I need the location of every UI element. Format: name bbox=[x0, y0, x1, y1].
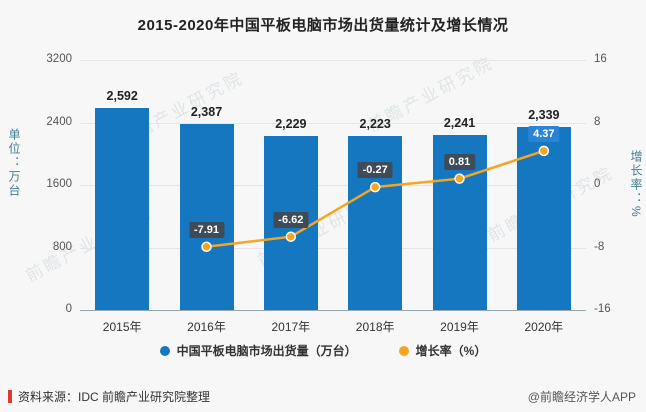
growth-value-label: 4.37 bbox=[528, 125, 560, 142]
legend-item-growth: 增长率（%） bbox=[398, 342, 487, 359]
bar-value-label: 2,339 bbox=[528, 108, 560, 123]
chart-title: 2015-2020年中国平板电脑市场出货量统计及增长情况 bbox=[137, 17, 509, 34]
left-axis-unit-label: 单位：万台 bbox=[7, 128, 21, 198]
y-axis-tick-left: 1600 bbox=[46, 178, 72, 190]
gridline bbox=[80, 185, 586, 186]
y-axis-tick-right: -8 bbox=[594, 240, 605, 253]
legend-label-growth: 增长率（%） bbox=[415, 344, 487, 358]
legend-marker-growth bbox=[398, 345, 409, 356]
bar-value-label: 2,387 bbox=[190, 104, 223, 119]
legend-item-shipments: 中国平板电脑市场出货量（万台） bbox=[159, 342, 357, 359]
x-axis-tick-label: 2015年 bbox=[102, 320, 142, 334]
x-axis-tick-label: 2016年 bbox=[187, 320, 226, 334]
bar bbox=[516, 127, 571, 310]
bar bbox=[95, 107, 150, 310]
bar-value-label: 2,241 bbox=[443, 115, 476, 130]
source-accent-bar bbox=[8, 389, 12, 403]
legend-label-shipments: 中国平板电脑市场出货量（万台） bbox=[176, 344, 357, 358]
x-axis-tick-label: 2020年 bbox=[524, 320, 564, 334]
y-axis-tick-left: 3200 bbox=[46, 53, 72, 65]
gridline bbox=[80, 60, 586, 61]
bar-value-label: 2,223 bbox=[359, 117, 391, 132]
y-axis-tick-left: 0 bbox=[65, 303, 72, 315]
footer-source: 资料来源：IDC 前瞻产业研究院整理 bbox=[0, 388, 210, 405]
growth-value-label: -0.27 bbox=[357, 162, 393, 179]
legend-marker-shipments bbox=[159, 345, 170, 356]
right-axis-unit-label: 增长率：% bbox=[629, 150, 643, 219]
gridline bbox=[80, 247, 586, 249]
x-axis-tick-label: 2018年 bbox=[355, 320, 395, 334]
y-axis-tick-left: 800 bbox=[52, 240, 72, 253]
growth-value-label: -7.91 bbox=[188, 221, 225, 238]
gridline bbox=[80, 310, 586, 311]
footer-credit: @前瞻经济学人APP bbox=[527, 389, 636, 404]
legend: 中国平板电脑市场出货量（万台） 增长率（%） bbox=[0, 342, 646, 359]
footer: 资料来源：IDC 前瞻产业研究院整理 @前瞻经济学人APP bbox=[0, 384, 646, 408]
y-axis-tick-right: -16 bbox=[594, 303, 611, 315]
x-axis-tick-label: 2017年 bbox=[271, 320, 311, 334]
bar bbox=[179, 123, 234, 310]
bar-value-label: 2,229 bbox=[275, 116, 307, 131]
y-axis-tick-right: 8 bbox=[594, 115, 601, 128]
x-axis-tick-label: 2019年 bbox=[440, 320, 479, 334]
y-axis-tick-right: 16 bbox=[594, 53, 607, 65]
source-text: 资料来源：IDC 前瞻产业研究院整理 bbox=[18, 389, 211, 404]
y-axis-tick-left: 2400 bbox=[46, 115, 72, 128]
bar-value-label: 2,592 bbox=[106, 88, 138, 103]
growth-value-label: -6.62 bbox=[273, 211, 309, 228]
gridline bbox=[80, 122, 586, 124]
growth-value-label: 0.81 bbox=[443, 153, 476, 170]
y-axis-tick-right: 0 bbox=[594, 178, 601, 190]
